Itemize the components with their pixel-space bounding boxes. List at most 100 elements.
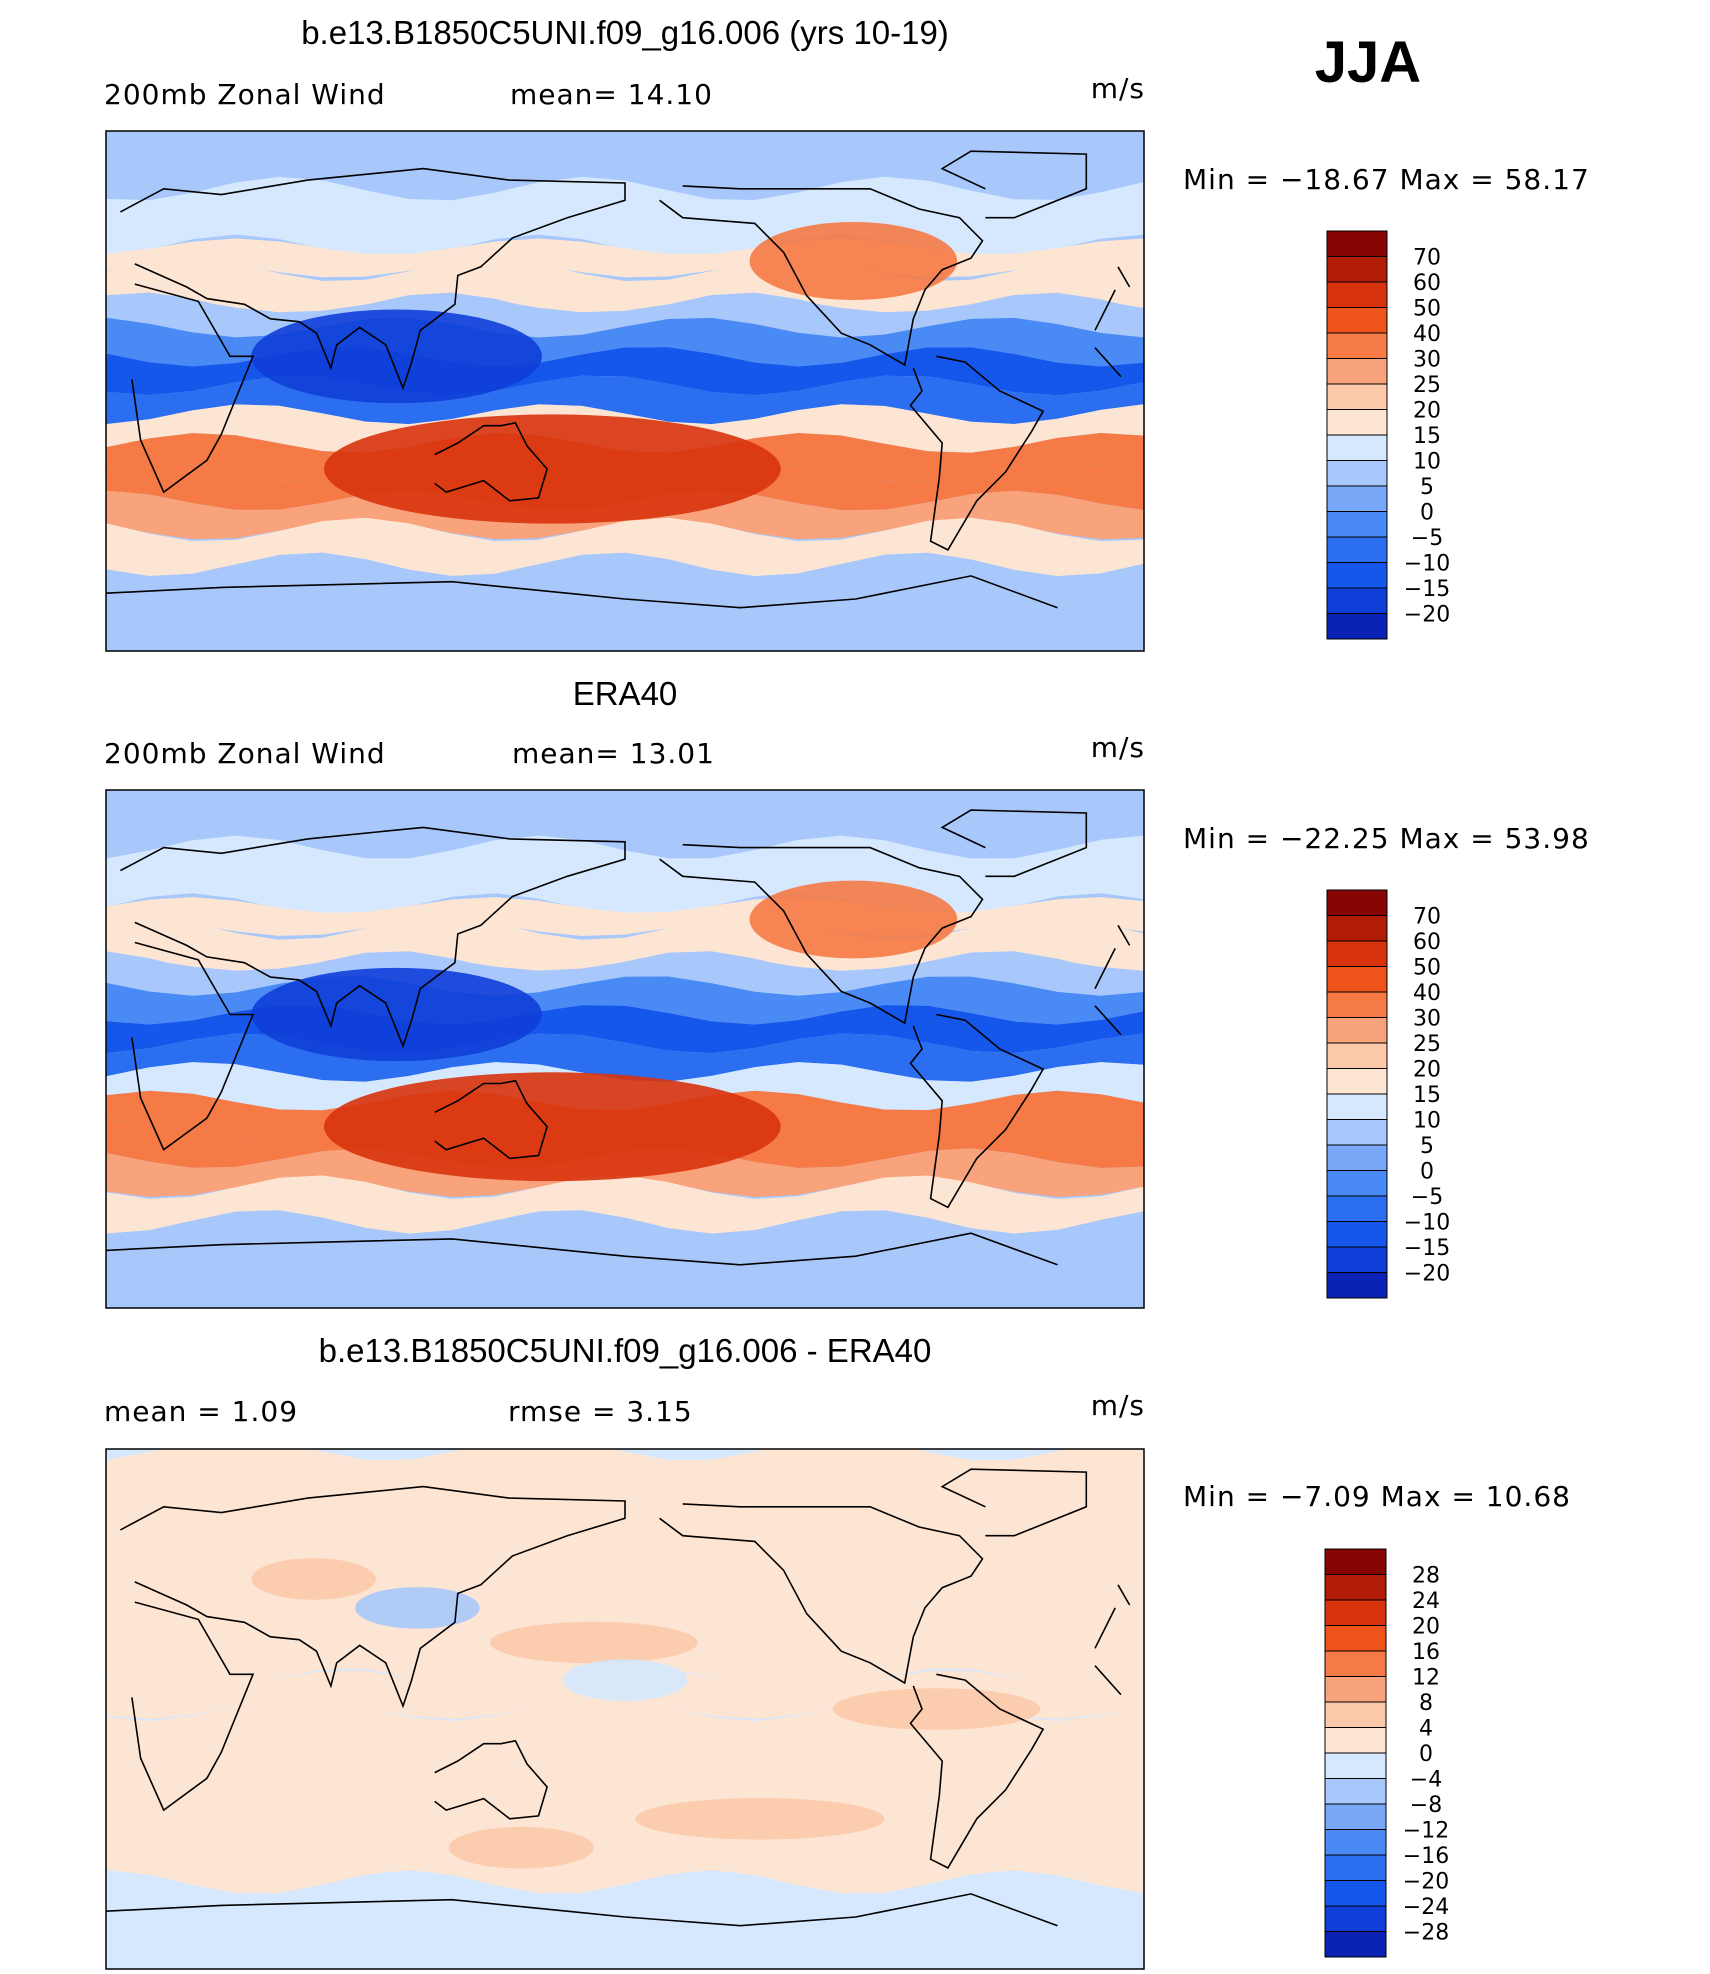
continent-outline <box>120 826 1131 1049</box>
jet-core <box>749 222 958 300</box>
colorbar-label: 30 <box>1413 348 1441 373</box>
continent-outline <box>909 1013 1045 1209</box>
colorbar-swatch <box>1326 915 1388 942</box>
colorbar-label: −20 <box>1404 1262 1450 1287</box>
colorbar-label: 8 <box>1419 1691 1433 1716</box>
colorbar-label: 25 <box>1413 373 1441 398</box>
colorbar-label: 12 <box>1412 1666 1440 1691</box>
colorbar-swatch <box>1326 230 1388 257</box>
difference-anomaly <box>251 1558 376 1600</box>
colorbar-label: 5 <box>1420 1134 1434 1159</box>
colorbar-swatch <box>1324 1599 1387 1626</box>
colorbar-label: 16 <box>1412 1640 1440 1665</box>
colorbar-label: −4 <box>1410 1768 1442 1793</box>
colorbar-swatch <box>1326 1017 1388 1044</box>
wind-band <box>106 517 1144 577</box>
panel-3-minmax: Min = −7.09 Max = 10.68 <box>1183 1480 1571 1513</box>
wind-band <box>106 1210 1144 1277</box>
colorbar-swatch <box>1326 991 1388 1018</box>
colorbar-swatch <box>1326 536 1388 563</box>
colorbar-label: 10 <box>1413 1109 1441 1134</box>
colorbar-label: −20 <box>1403 1870 1449 1895</box>
wind-band <box>106 1827 1144 1894</box>
colorbar-swatch <box>1326 966 1388 993</box>
panel-2-mean: mean= 13.01 <box>512 737 715 770</box>
colorbar-swatch <box>1326 1195 1388 1222</box>
map-panel-2 <box>105 789 1145 1309</box>
wind-band <box>106 131 1144 201</box>
colorbar-label: −28 <box>1403 1921 1449 1946</box>
wind-band <box>106 296 1144 336</box>
colorbar-swatch <box>1326 358 1388 385</box>
continent-outline <box>120 167 1131 391</box>
difference-anomaly <box>355 1587 480 1629</box>
colorbar-swatch <box>1326 281 1388 308</box>
panel-model: b.e13.B1850C5UNI.f09_g16.006 (yrs 10-19)… <box>104 14 1589 652</box>
colorbar-swatch <box>1324 1829 1387 1856</box>
wind-band <box>106 1449 1144 1548</box>
difference-anomaly <box>490 1621 698 1664</box>
colorbar-label: 20 <box>1412 1615 1440 1640</box>
continent-outline <box>434 1079 548 1160</box>
panel-3-title: b.e13.B1850C5UNI.f09_g16.006 - ERA40 <box>319 1332 932 1369</box>
colorbar-label: −15 <box>1404 577 1450 602</box>
map-frame <box>105 789 1145 1309</box>
colorbar-label: −5 <box>1411 1185 1443 1210</box>
wind-band <box>106 1033 1144 1082</box>
continent-outline <box>106 575 1058 609</box>
panel-2-minmax: Min = −22.25 Max = 53.98 <box>1183 822 1590 855</box>
continent-outline <box>659 843 984 1025</box>
panel-era40: ERA40 200mb Zonal Wind mean= 13.01 m/s M… <box>104 675 1590 1309</box>
colorbar-swatch <box>1326 1068 1388 1095</box>
wind-band <box>106 257 1144 316</box>
colorbar-label: 15 <box>1413 424 1441 449</box>
colorbar-swatch <box>1326 1272 1388 1299</box>
colorbar-swatch <box>1326 434 1388 461</box>
colorbar-label: 20 <box>1413 399 1441 424</box>
wind-band <box>106 596 1144 651</box>
colorbar-swatch <box>1326 460 1388 487</box>
colorbar-label: −20 <box>1404 603 1450 628</box>
difference-anomaly <box>832 1688 1041 1730</box>
continent-outline <box>940 809 1088 878</box>
colorbar-label: −10 <box>1404 552 1450 577</box>
colorbar-label: 5 <box>1420 475 1434 500</box>
colorbar-swatch <box>1326 1042 1388 1069</box>
colorbar-swatch <box>1324 1752 1387 1779</box>
continent-outline <box>659 1503 984 1685</box>
colorbar-swatch <box>1324 1574 1387 1601</box>
jet-core <box>251 309 542 404</box>
map-frame <box>105 130 1145 652</box>
colorbar-label: 40 <box>1413 981 1441 1006</box>
colorbar-swatch <box>1324 1778 1387 1805</box>
continent-outline <box>131 283 1122 494</box>
colorbar-swatch <box>1326 409 1388 436</box>
colorbar-swatch <box>1326 256 1388 283</box>
jet-core <box>251 967 542 1062</box>
map-panel-1 <box>105 130 1145 652</box>
wind-band <box>106 552 1144 620</box>
colorbar-swatch <box>1324 1650 1387 1677</box>
continent-outline <box>131 1601 1122 1812</box>
panel-2-units: m/s <box>1091 731 1145 764</box>
colorbar-swatch <box>1326 383 1388 410</box>
continent-outline <box>120 1485 1131 1709</box>
colorbar-swatch <box>1326 511 1388 538</box>
continent-outline <box>940 1468 1088 1537</box>
panel-3-units: m/s <box>1091 1389 1145 1422</box>
colorbar-swatch <box>1326 1246 1388 1273</box>
colorbar-swatch <box>1326 587 1388 614</box>
colorbar-label: 0 <box>1420 501 1434 526</box>
colorbar-swatch <box>1326 562 1388 589</box>
colorbar-swatch <box>1324 1701 1387 1728</box>
wind-band <box>106 1783 1144 1851</box>
colorbar-swatch <box>1326 307 1388 334</box>
continent-outline <box>909 1673 1045 1869</box>
colorbar-label: 15 <box>1413 1083 1441 1108</box>
panel-1-left-label: 200mb Zonal Wind <box>104 78 386 111</box>
colorbar-swatch <box>1326 332 1388 359</box>
colorbar-label: 30 <box>1413 1007 1441 1032</box>
colorbar-swatch <box>1326 889 1388 916</box>
